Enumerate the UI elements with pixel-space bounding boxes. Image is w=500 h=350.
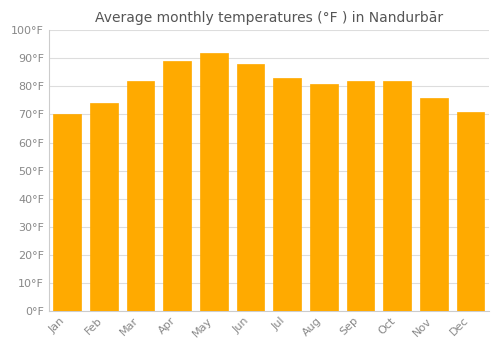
Bar xyxy=(54,114,81,310)
Bar xyxy=(420,98,448,310)
Bar xyxy=(90,103,118,310)
Bar xyxy=(127,81,154,310)
Bar xyxy=(274,78,301,310)
Bar xyxy=(200,53,228,310)
Title: Average monthly temperatures (°F ) in Nandurbār: Average monthly temperatures (°F ) in Na… xyxy=(95,11,443,25)
Bar xyxy=(384,81,411,310)
Bar xyxy=(164,61,191,310)
Bar xyxy=(457,112,484,310)
Bar xyxy=(237,64,264,310)
Bar xyxy=(310,84,338,310)
Bar xyxy=(347,81,374,310)
